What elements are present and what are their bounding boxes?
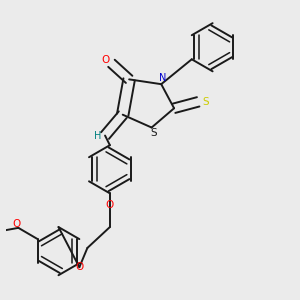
- Text: O: O: [13, 219, 21, 229]
- Text: H: H: [94, 130, 102, 141]
- Text: O: O: [106, 200, 114, 210]
- Text: O: O: [101, 55, 109, 65]
- Text: S: S: [202, 97, 208, 107]
- Text: N: N: [159, 74, 167, 83]
- Text: O: O: [75, 262, 83, 272]
- Text: S: S: [151, 128, 158, 138]
